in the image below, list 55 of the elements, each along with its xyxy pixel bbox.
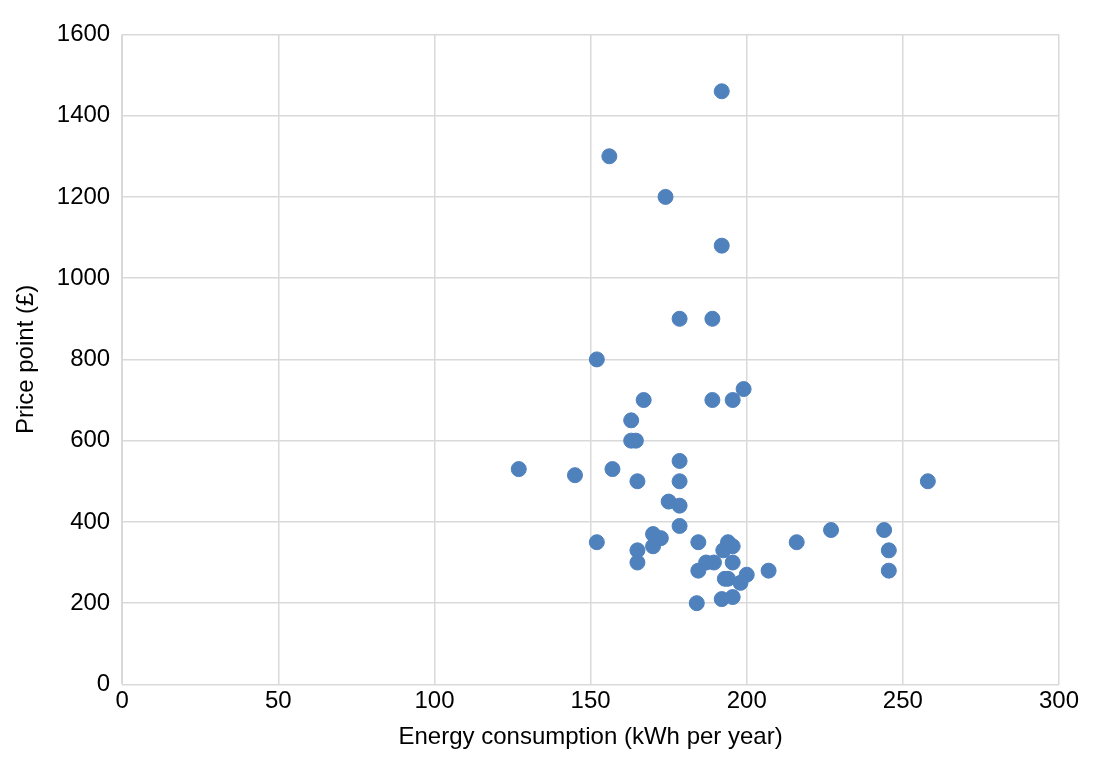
y-tick-label: 200 (70, 587, 111, 615)
point (876, 522, 893, 539)
x-tick-label: 250 (882, 686, 923, 714)
y-axis-title: Price point (£) (11, 284, 39, 435)
x-tick-label: 0 (115, 686, 129, 714)
point (690, 534, 707, 551)
point (601, 148, 618, 165)
point (880, 542, 897, 559)
point (690, 562, 707, 579)
point (671, 473, 688, 490)
point (588, 351, 605, 368)
y-tick-label: 1000 (56, 262, 111, 290)
x-tick-label: 200 (726, 686, 767, 714)
x-axis-title: Energy consumption (kWh per year) (398, 722, 783, 750)
point (713, 83, 730, 100)
point (735, 381, 752, 398)
point (645, 538, 662, 555)
y-tick-label: 1200 (56, 181, 111, 209)
point (588, 534, 605, 551)
point (623, 412, 640, 429)
y-tick-label: 1400 (56, 100, 111, 128)
point (635, 392, 652, 409)
point (671, 452, 688, 469)
point (629, 473, 646, 490)
point (704, 392, 721, 409)
point (724, 554, 741, 571)
point (657, 188, 674, 205)
point (704, 310, 721, 327)
point (788, 534, 805, 551)
point (629, 554, 646, 571)
point (713, 237, 730, 254)
point (823, 522, 840, 539)
point (671, 497, 688, 514)
y-tick-label: 400 (70, 506, 111, 534)
y-tick-label: 600 (70, 425, 111, 453)
point (724, 392, 741, 409)
point (604, 461, 621, 478)
x-tick-label: 150 (570, 686, 611, 714)
y-tick-label: 0 (96, 669, 111, 697)
x-tick-label: 50 (264, 686, 292, 714)
point (880, 562, 897, 579)
y-tick-label: 1600 (56, 19, 111, 47)
y-tick-label: 800 (70, 344, 111, 372)
x-tick-label: 100 (414, 686, 455, 714)
point (724, 589, 741, 606)
point (671, 517, 688, 534)
point (671, 310, 688, 327)
point (732, 574, 749, 591)
point (919, 473, 936, 490)
point (510, 461, 527, 478)
point (715, 542, 732, 559)
x-tick-label: 300 (1038, 686, 1080, 714)
point (566, 467, 583, 484)
point (760, 562, 777, 579)
point (688, 595, 705, 612)
